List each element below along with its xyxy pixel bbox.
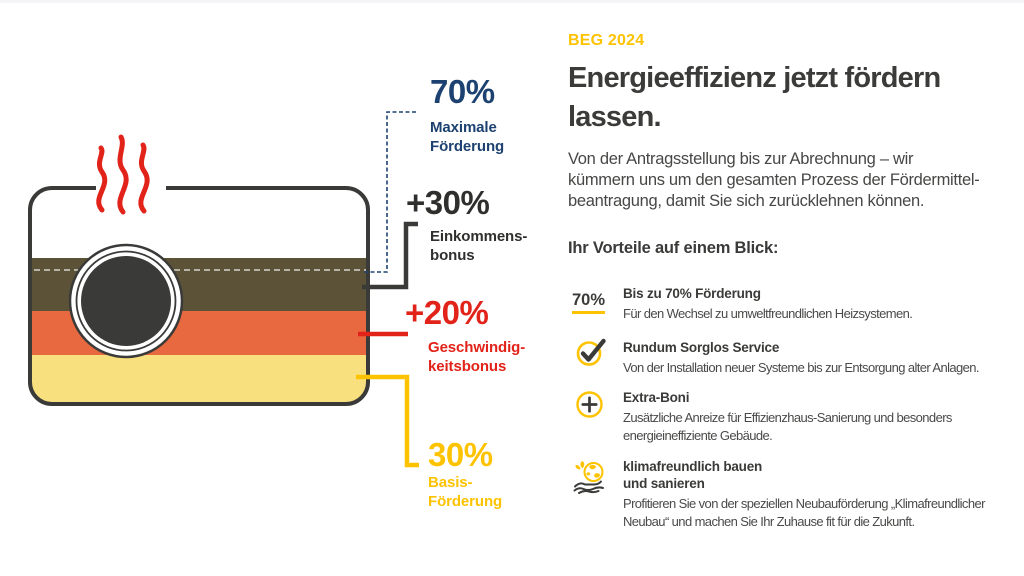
callout-max-value: 70% [430, 73, 495, 110]
benefit-item-extra-boni: Extra-Boni Zusätzliche Anreize für Effiz… [568, 389, 952, 444]
content-column: BEG 2024 Energieeffizienz jetzt fördern … [568, 0, 1024, 576]
burner-circle [68, 243, 184, 359]
connector-income [362, 221, 418, 290]
intro-paragraph: Von der Antragsstellung bis zur Abrechnu… [568, 150, 980, 210]
callout-base-label: Basis- Förderung [428, 474, 503, 510]
benefit-item-sorglos-service: Rundum Sorglos Service Von der Installat… [568, 338, 980, 377]
callout-geschwindigkeitsbonus: +20% [405, 294, 489, 331]
callout-max-foerderung: 70% [430, 75, 495, 108]
top-strip [0, 0, 1024, 3]
globe-hand-icon [573, 461, 604, 494]
benefit-item-klimafreundlich: klimafreundlich bauen und sanieren Profi… [568, 458, 985, 530]
callout-max-label: Maximale Förderung [430, 119, 505, 155]
connector-base [356, 374, 419, 468]
callout-einkommensbonus: +30% [406, 184, 490, 221]
callout-income-label: Einkommens- bonus [430, 228, 528, 264]
heat-waves-icon [96, 134, 150, 215]
tank-outline [28, 186, 370, 406]
page-title: Energieeffizienz jetzt fördern lassen. [568, 62, 941, 133]
funding-diagram: 70% Maximale Förderung +30% Einkommens- … [28, 75, 528, 510]
seventy-percent-badge: 70% [572, 292, 606, 314]
callout-income-value: +30% [406, 184, 490, 221]
callout-basis-foerderung: 30% [428, 438, 493, 471]
callout-speed-label: Geschwindig- keitsbonus [428, 339, 526, 375]
tank-layer-yellow [32, 355, 366, 402]
benefit-item-foerderung: 70% Bis zu 70% Förderung Für den Wechsel… [572, 286, 913, 321]
check-circle-icon [576, 338, 606, 366]
callout-base-value: 30% [428, 436, 493, 473]
plus-circle-icon [576, 391, 603, 418]
kicker: BEG 2024 [568, 32, 645, 49]
benefits-heading: Ihr Vorteile auf einem Blick: [568, 239, 779, 257]
heater-tank-illustration [28, 111, 419, 468]
connector-max-dashed [364, 111, 418, 273]
callout-speed-value: +20% [405, 294, 489, 331]
